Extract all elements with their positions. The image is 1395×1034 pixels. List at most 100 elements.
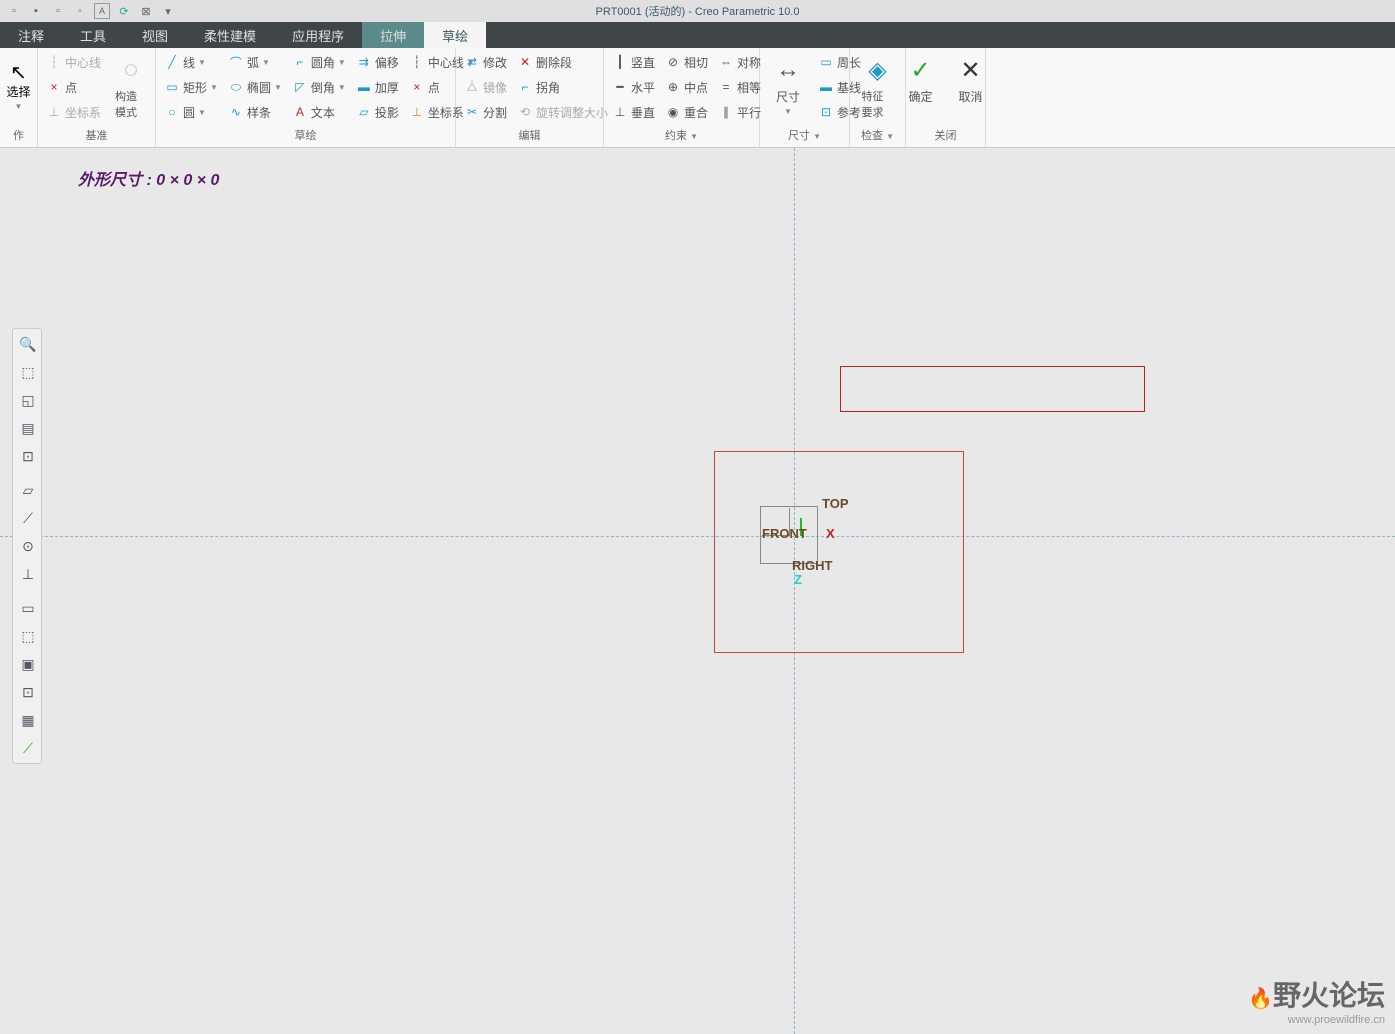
mirror-btn[interactable]: ⧊镜像	[460, 75, 511, 99]
project-btn[interactable]: ▱投影	[352, 100, 403, 124]
check-icon: ✓	[905, 54, 937, 86]
tool-icon[interactable]: ⬚	[15, 623, 41, 649]
cube-icon[interactable]: ⬚	[15, 359, 41, 385]
circle-btn[interactable]: ○圆▼	[160, 100, 222, 124]
z-axis-label: Z	[794, 572, 802, 587]
delete-seg-btn[interactable]: ✕删除段	[513, 50, 612, 74]
tool-icon[interactable]: ▭	[15, 595, 41, 621]
point-icon: ×	[409, 79, 425, 95]
spline-btn[interactable]: ∿样条	[224, 100, 286, 124]
qat-close-icon[interactable]: ⊠	[138, 3, 154, 19]
zoom-icon[interactable]: 🔍	[15, 331, 41, 357]
rotate-icon: ⟲	[517, 104, 533, 120]
circle-icon: ○	[164, 104, 180, 120]
tool-icon[interactable]: ⊡	[15, 443, 41, 469]
view-icon[interactable]: ◱	[15, 387, 41, 413]
rotate-resize-btn[interactable]: ⟲旋转调整大小	[513, 100, 612, 124]
mirror-icon: ⧊	[464, 79, 480, 95]
qat-save-icon[interactable]: ▫	[6, 3, 22, 19]
modify-icon: ⇄	[464, 54, 480, 70]
qat-refresh-icon[interactable]: ⟳	[116, 3, 132, 19]
vertical-btn[interactable]: ┃竖直	[608, 50, 659, 74]
selection-box	[714, 451, 964, 653]
display-icon[interactable]: ▤	[15, 415, 41, 441]
reference-icon: ⊡	[818, 104, 834, 120]
tool-icon[interactable]: ⊡	[15, 679, 41, 705]
tab-tools[interactable]: 工具	[62, 22, 124, 48]
arc-btn[interactable]: ⌒弧▼	[224, 50, 286, 74]
line-btn[interactable]: ╱线▼	[160, 50, 222, 74]
coincident-btn[interactable]: ◉重合	[661, 100, 712, 124]
qat-icon[interactable]: ▪	[28, 3, 44, 19]
rect-icon: ▭	[164, 79, 180, 95]
point-icon: ×	[46, 79, 62, 95]
ellipse-btn[interactable]: ⬭椭圆▼	[224, 75, 286, 99]
tool-icon[interactable]: ⟋	[15, 735, 41, 761]
construction-mode-btn[interactable]: ◌ 构造模式	[107, 50, 155, 124]
perp-icon: ⊥	[612, 104, 628, 120]
tab-apps[interactable]: 应用程序	[274, 22, 362, 48]
cancel-btn[interactable]: ✕ 取消	[947, 50, 995, 109]
group-label: 关闭	[910, 125, 981, 145]
csys-view-icon[interactable]: ⊥	[15, 561, 41, 587]
centerline-btn[interactable]: ┆中心线	[42, 50, 105, 74]
ribbon-tabs: 注释 工具 视图 柔性建模 应用程序 拉伸 草绘	[0, 22, 1395, 48]
midpoint-btn[interactable]: ⊕中点	[661, 75, 712, 99]
divide-icon: ✂	[464, 104, 480, 120]
group-label: 约束 ▼	[608, 125, 755, 145]
equal-btn[interactable]: =相等	[714, 75, 765, 99]
qat-dropdown-icon[interactable]: ▾	[160, 3, 176, 19]
group-label: 基准	[42, 125, 151, 145]
dropdown-icon[interactable]: ▼	[15, 102, 23, 111]
midpoint-icon: ⊕	[665, 79, 681, 95]
divide-btn[interactable]: ✂分割	[460, 100, 511, 124]
text-btn[interactable]: A文本	[288, 100, 350, 124]
dimension-btn[interactable]: ↔ 尺寸 ▼	[764, 50, 812, 120]
offset-icon: ⇉	[356, 54, 372, 70]
point-btn[interactable]: ×点	[42, 75, 105, 99]
dimension-icon: ↔	[772, 54, 804, 86]
horizontal-icon: ━	[612, 79, 628, 95]
thicken-icon: ▬	[356, 79, 372, 95]
corner-btn[interactable]: ⌐拐角	[513, 75, 612, 99]
symmetric-btn[interactable]: ⇔对称	[714, 50, 765, 74]
perp-btn[interactable]: ⊥垂直	[608, 100, 659, 124]
tab-flex[interactable]: 柔性建模	[186, 22, 274, 48]
thicken-btn[interactable]: ▬加厚	[352, 75, 403, 99]
project-icon: ▱	[356, 104, 372, 120]
qat-icon[interactable]: ▫	[50, 3, 66, 19]
tab-annotate[interactable]: 注释	[0, 22, 62, 48]
cursor-icon[interactable]: ↖	[11, 65, 27, 81]
fillet-btn[interactable]: ⌐圆角▼	[288, 50, 350, 74]
tab-sketch[interactable]: 草绘	[424, 22, 486, 48]
fillet-icon: ⌐	[292, 54, 308, 70]
delete-icon: ✕	[517, 54, 533, 70]
ok-btn[interactable]: ✓ 确定	[897, 50, 945, 109]
sketch-view-icon[interactable]: ▱	[15, 477, 41, 503]
qat-icon[interactable]: ◦	[72, 3, 88, 19]
tool-icon[interactable]: ⊙	[15, 533, 41, 559]
tab-view[interactable]: 视图	[124, 22, 186, 48]
tangent-btn[interactable]: ⊘相切	[661, 50, 712, 74]
sketch-canvas[interactable]: 外形尺寸 : 0 × 0 × 0 TOP FRONT RIGHT X Z 🔍 ⬚…	[0, 148, 1395, 1034]
csys-btn[interactable]: ⊥坐标系	[42, 100, 105, 124]
csys-icon: ⊥	[46, 104, 62, 120]
corner-icon: ⌐	[517, 79, 533, 95]
chamfer-btn[interactable]: ◸倒角▼	[288, 75, 350, 99]
qat-text-icon[interactable]: A	[94, 3, 110, 19]
group-label: 编辑	[460, 125, 599, 145]
feature-req-btn[interactable]: ◈ 特征要求	[854, 50, 902, 124]
horizontal-btn[interactable]: ━水平	[608, 75, 659, 99]
equal-icon: =	[718, 79, 734, 95]
offset-btn[interactable]: ⇉偏移	[352, 50, 403, 74]
rect-btn[interactable]: ▭矩形▼	[160, 75, 222, 99]
select-label[interactable]: 选择	[6, 83, 30, 100]
text-icon: A	[292, 104, 308, 120]
tool-icon[interactable]: ⟋	[15, 505, 41, 531]
modify-btn[interactable]: ⇄修改	[460, 50, 511, 74]
tool-icon[interactable]: ▦	[15, 707, 41, 733]
right-plane-label: RIGHT	[792, 558, 832, 573]
tool-icon[interactable]: ▣	[15, 651, 41, 677]
parallel-btn[interactable]: ∥平行	[714, 100, 765, 124]
tab-extrude[interactable]: 拉伸	[362, 22, 424, 48]
